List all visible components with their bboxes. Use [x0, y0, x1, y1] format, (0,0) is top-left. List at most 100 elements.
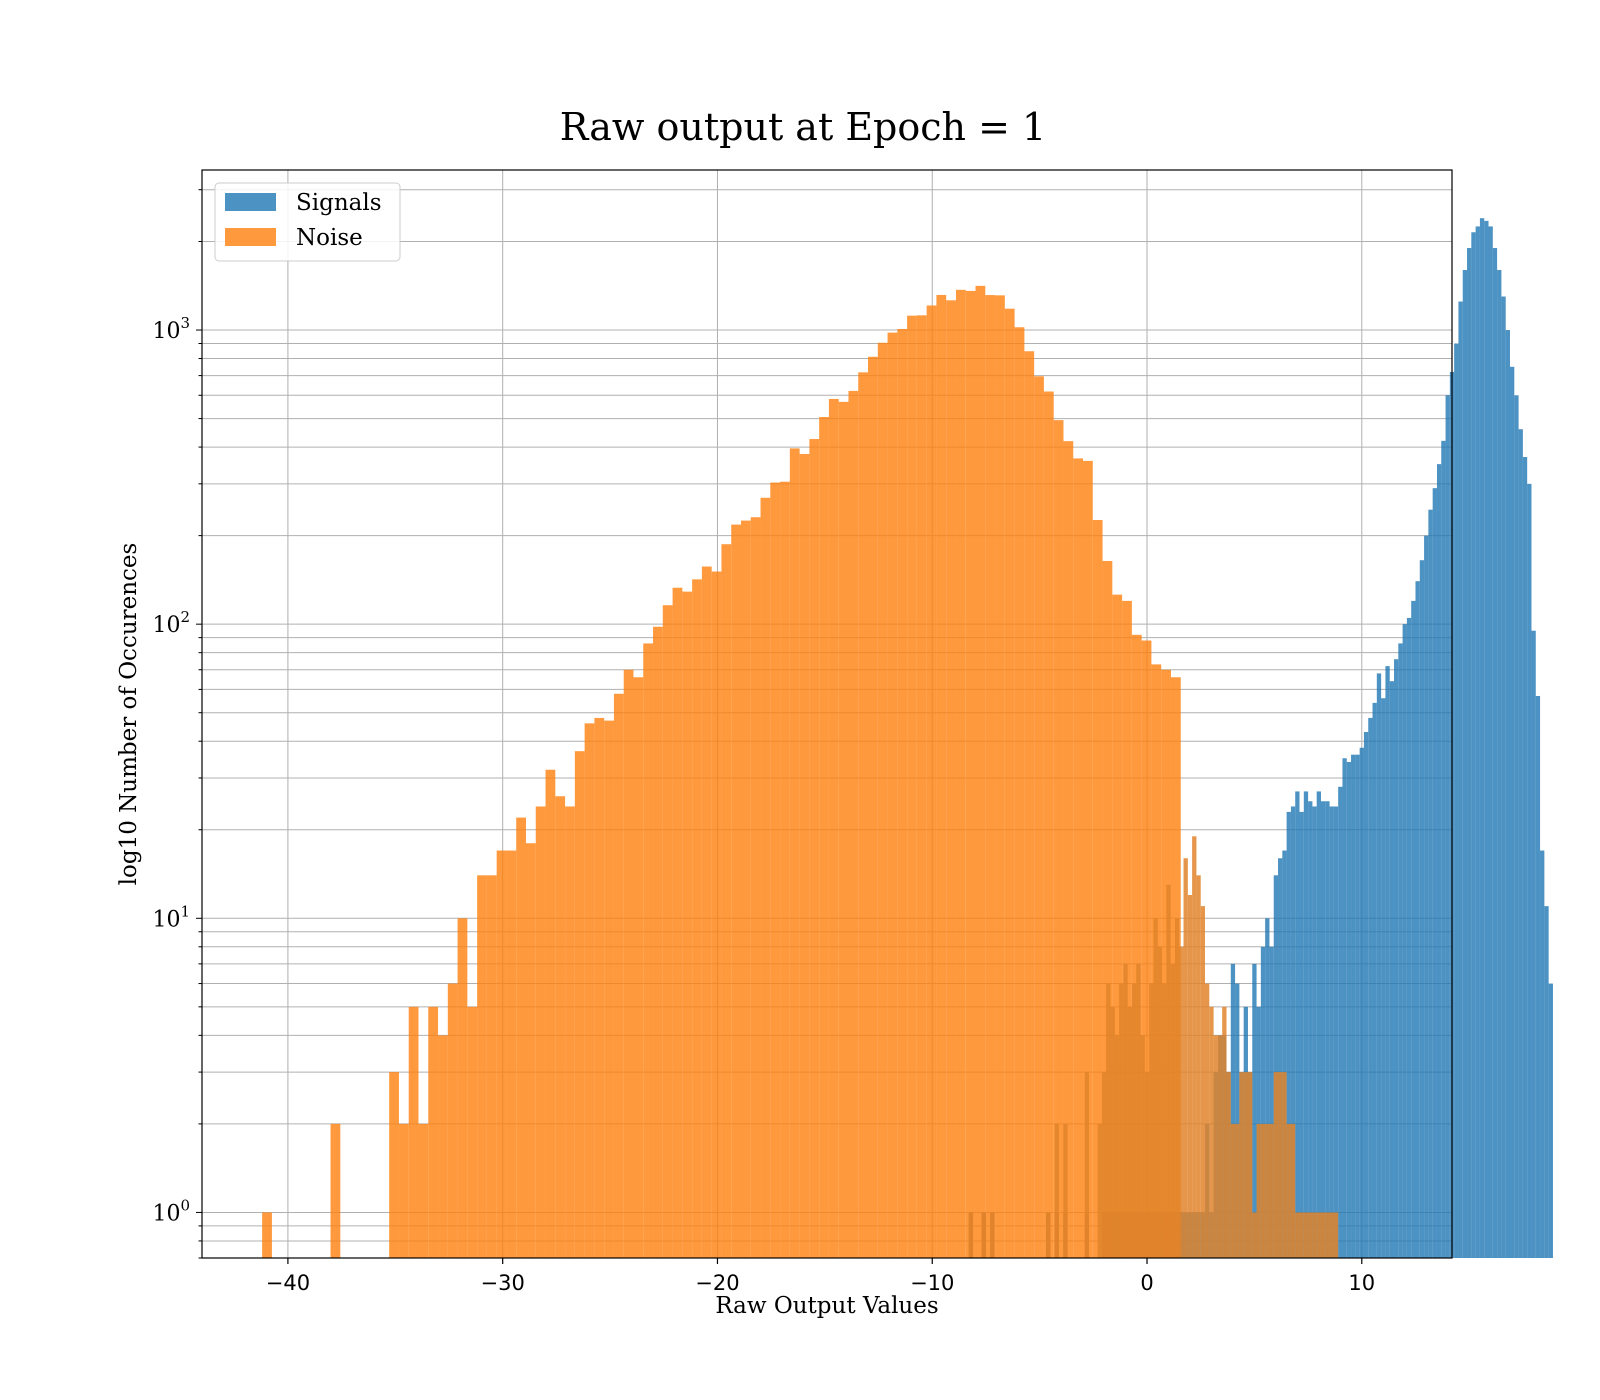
histogram-bar [1097, 1123, 1102, 1258]
histogram-bar [1535, 695, 1541, 1258]
histogram-bar [1063, 1123, 1068, 1258]
histogram-bar [1333, 1212, 1339, 1258]
histogram-bar [467, 1006, 478, 1258]
histogram-bar [1385, 666, 1390, 1258]
histogram-bar [1004, 308, 1015, 1258]
histogram-bar [1458, 301, 1463, 1258]
y-tick-label: 100 [152, 1196, 190, 1226]
histogram-bar [995, 295, 1005, 1259]
histogram-bar [262, 1212, 272, 1258]
histogram-bar [981, 1212, 986, 1258]
histogram-bar [1122, 600, 1132, 1258]
histogram-bar [1501, 296, 1506, 1258]
x-tick-label: 0 [1140, 1271, 1153, 1295]
histogram-bar [1014, 327, 1025, 1258]
histogram-bar [1252, 963, 1257, 1258]
histogram-bar [1406, 617, 1412, 1258]
histogram-bar [1222, 1006, 1227, 1258]
histogram-bar [672, 587, 683, 1258]
y-tick-label: 102 [152, 608, 190, 638]
histogram-bar [1053, 420, 1064, 1258]
histogram-bar [936, 294, 947, 1258]
histogram-bar [1411, 600, 1416, 1258]
histogram-bar [780, 481, 790, 1259]
histogram-bar [789, 448, 800, 1258]
histogram-bar [1192, 836, 1197, 1258]
histogram-bar [946, 300, 956, 1258]
histogram-bar [1295, 791, 1300, 1258]
histogram-bar [1419, 560, 1425, 1258]
histogram-bar [1131, 634, 1142, 1258]
histogram-bar [516, 817, 526, 1258]
histogram-bar [1265, 1123, 1270, 1258]
histogram-bar [1342, 758, 1347, 1258]
histogram-bar [1260, 946, 1266, 1258]
histogram-bar [1308, 1212, 1313, 1258]
histogram-bar [1286, 1123, 1291, 1258]
histogram-bar [1389, 681, 1395, 1258]
histogram-bar [1548, 983, 1553, 1258]
series-overlap-bars [968, 836, 1339, 1258]
histogram-bar [1363, 731, 1369, 1258]
histogram-bar [731, 524, 741, 1258]
histogram-bar [1497, 269, 1502, 1258]
histogram-bar [1273, 1072, 1279, 1258]
histogram-bar [887, 332, 898, 1258]
histogram-bar [975, 285, 986, 1258]
histogram-bar [1295, 1212, 1300, 1258]
histogram-bar [907, 315, 917, 1258]
histogram-bar [1402, 624, 1407, 1258]
histogram-bar [809, 439, 820, 1258]
histogram-bar [1119, 983, 1124, 1258]
histogram-bar [623, 669, 634, 1258]
histogram-bar [877, 342, 888, 1258]
histogram-bar [633, 677, 644, 1258]
histogram-bar [1338, 786, 1343, 1258]
histogram-bar [1084, 1072, 1090, 1258]
histogram-bar [1394, 659, 1399, 1258]
histogram-bar [1247, 1072, 1253, 1258]
histogram-bar [760, 497, 771, 1258]
histogram-bar [477, 875, 487, 1258]
histogram-bar [1484, 220, 1489, 1258]
histogram-bar [990, 1212, 995, 1258]
histogram-bar [1312, 1212, 1317, 1258]
histogram-bar [574, 751, 585, 1258]
histogram-bar [1131, 983, 1137, 1258]
histogram-bar [1054, 1123, 1059, 1258]
histogram-bar [1303, 791, 1309, 1258]
histogram-bar [1333, 806, 1339, 1258]
y-tick-label: 103 [152, 314, 190, 344]
histogram-bar [1316, 791, 1321, 1258]
legend-swatch-signals [225, 193, 276, 211]
histogram-bar [1153, 918, 1158, 1258]
histogram-bar [662, 605, 673, 1258]
histogram-bar [1114, 1035, 1120, 1258]
histogram-bar [1308, 801, 1313, 1258]
histogram-bar [1445, 395, 1450, 1258]
histogram-bar [428, 1006, 439, 1258]
histogram-bar [1269, 946, 1274, 1258]
histogram-bar [643, 643, 654, 1258]
histogram-bar [1346, 761, 1352, 1258]
histogram-bar [1509, 366, 1515, 1258]
histogram-bar [1144, 1072, 1150, 1258]
histogram-bar [1101, 1072, 1107, 1258]
histogram-bar [1479, 218, 1485, 1259]
histogram-bar [1312, 806, 1317, 1258]
histogram-bar [701, 566, 712, 1258]
histogram-bar [1303, 1212, 1309, 1258]
histogram-bar [1467, 248, 1472, 1259]
histogram-bar [1230, 963, 1236, 1258]
histogram-bar [1106, 983, 1111, 1258]
histogram-bar [1316, 1212, 1321, 1258]
x-tick-label: −20 [695, 1271, 739, 1295]
legend-swatch-noise [225, 228, 276, 246]
histogram-bar [1325, 1212, 1330, 1258]
histogram-bar [1441, 440, 1446, 1259]
histogram-bar [1205, 983, 1210, 1258]
histogram-bar [1351, 754, 1356, 1258]
histogram-bar [1024, 351, 1035, 1258]
histogram-bar [398, 1123, 409, 1258]
histogram-bar [604, 720, 614, 1258]
